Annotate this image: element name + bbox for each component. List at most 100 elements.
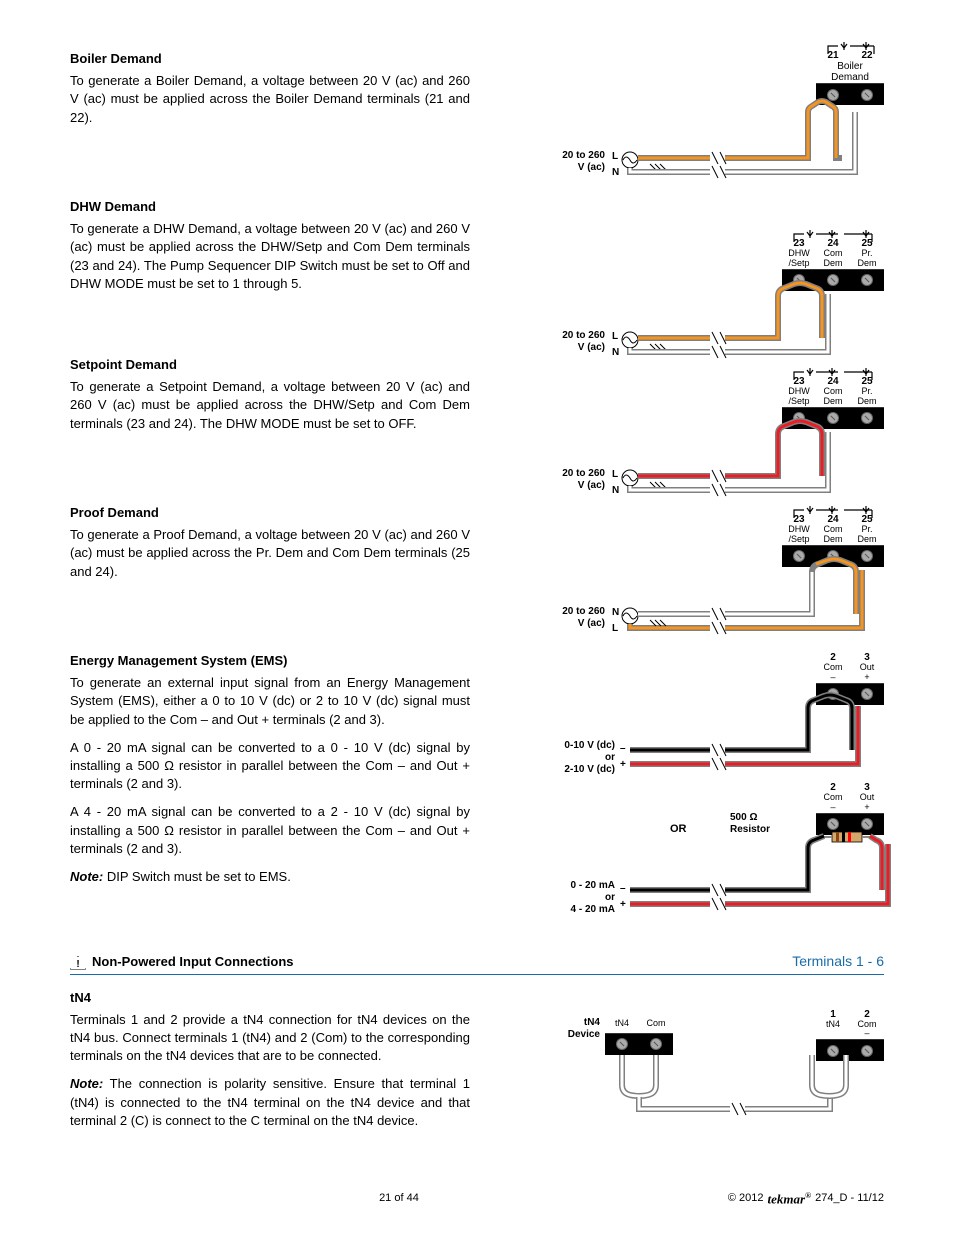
proof-diagram: 23DHW /Setp 24Com Dem 25Pr. Dem 20 to 26 bbox=[500, 504, 884, 634]
ems-diagram: 2Com – 3Out + 0-10 V (dc) or 2-10 V (dc)… bbox=[500, 652, 884, 922]
boiler-diagram: 21 22 Boiler Demand 20 to 260 bbox=[500, 50, 884, 180]
note-label: Note: bbox=[70, 869, 103, 884]
ems-wires-1 bbox=[590, 702, 880, 772]
screw-icon bbox=[793, 550, 805, 562]
screw-icon bbox=[861, 818, 873, 830]
term-num: 1 bbox=[816, 1009, 850, 1020]
footer-right: © 2012 tekmar® 274_D - 11/12 bbox=[728, 1190, 884, 1209]
note-text: The connection is polarity sensitive. En… bbox=[70, 1076, 470, 1127]
voltage-label: 20 to 260 V (ac) bbox=[535, 150, 605, 174]
minus: – bbox=[620, 742, 626, 756]
proof-body: To generate a Proof Demand, a voltage be… bbox=[70, 526, 470, 581]
warning-icon: ! bbox=[70, 956, 86, 970]
tn4-body: Terminals 1 and 2 provide a tN4 connecti… bbox=[70, 1011, 470, 1066]
term-lbl: tN4 bbox=[605, 1019, 639, 1029]
copyright: © 2012 bbox=[728, 1191, 764, 1206]
ems-row: Energy Management System (EMS) To genera… bbox=[70, 652, 884, 922]
N-label: N bbox=[612, 484, 619, 498]
ems-p3: A 4 - 20 mA signal can be converted to a… bbox=[70, 803, 470, 858]
screw-icon bbox=[827, 818, 839, 830]
page-number: 21 of 44 bbox=[379, 1191, 419, 1206]
voltage-label: 20 to 260 V (ac) bbox=[535, 606, 605, 630]
ems-ma-label: 0 - 20 mA or 4 - 20 mA bbox=[535, 880, 615, 916]
ems-heading: Energy Management System (EMS) bbox=[70, 652, 470, 670]
boiler-wires bbox=[560, 110, 860, 180]
boiler-demand-row: Boiler Demand To generate a Boiler Deman… bbox=[70, 50, 884, 180]
setpoint-wires bbox=[560, 428, 880, 498]
term-lbl: DHW /Setp bbox=[782, 525, 816, 545]
ems-terminals-2: 2Com – 3Out + bbox=[816, 782, 884, 835]
tn4-wires bbox=[600, 1055, 890, 1125]
tn4-heading: tN4 bbox=[70, 989, 470, 1007]
setpoint-heading: Setpoint Demand bbox=[70, 356, 470, 374]
dhw-text: DHW Demand To generate a DHW Demand, a v… bbox=[70, 198, 470, 338]
note-text: DIP Switch must be set to EMS. bbox=[103, 869, 291, 884]
screw-icon bbox=[616, 1038, 628, 1050]
brand-logo: tekmar® bbox=[768, 1190, 812, 1209]
ems-note: Note: DIP Switch must be set to EMS. bbox=[70, 868, 470, 886]
N-label: N bbox=[612, 606, 619, 620]
ems-p1: To generate an external input signal fro… bbox=[70, 674, 470, 729]
screw-icon bbox=[827, 274, 839, 286]
voltage-label: 20 to 260 V (ac) bbox=[535, 330, 605, 354]
proof-row: Proof Demand To generate a Proof Demand,… bbox=[70, 504, 884, 634]
L-label: L bbox=[612, 622, 618, 636]
setpoint-text: Setpoint Demand To generate a Setpoint D… bbox=[70, 356, 470, 486]
setpoint-row: Setpoint Demand To generate a Setpoint D… bbox=[70, 356, 884, 486]
boiler-text: Boiler Demand To generate a Boiler Deman… bbox=[70, 50, 470, 180]
boiler-terminals: 21 22 Boiler Demand bbox=[816, 50, 884, 105]
screw-icon bbox=[861, 274, 873, 286]
term-lbl: Pr. Dem bbox=[850, 387, 884, 407]
screw-icon bbox=[650, 1038, 662, 1050]
L-label: L bbox=[612, 150, 618, 164]
term-lbl: Com – bbox=[816, 663, 850, 683]
plus: + bbox=[620, 758, 626, 772]
term-lbl: Com Dem bbox=[816, 525, 850, 545]
screw-icon bbox=[861, 89, 873, 101]
boiler-body: To generate a Boiler Demand, a voltage b… bbox=[70, 72, 470, 127]
screw-icon bbox=[827, 412, 839, 424]
tn4-text: tN4 Terminals 1 and 2 provide a tN4 conn… bbox=[70, 989, 470, 1140]
term-lbl: Com bbox=[639, 1019, 673, 1029]
ems-wires-2 bbox=[590, 832, 880, 912]
screw-icon bbox=[861, 688, 873, 700]
proof-wires bbox=[560, 566, 890, 636]
voltage-label: 20 to 260 V (ac) bbox=[535, 468, 605, 492]
tn4-device-label: tN4 Device bbox=[560, 1017, 600, 1041]
tn4-note: Note: The connection is polarity sensiti… bbox=[70, 1075, 470, 1130]
tn4-right-terminals: 1tN4 2Com – bbox=[816, 1009, 884, 1062]
proof-text: Proof Demand To generate a Proof Demand,… bbox=[70, 504, 470, 634]
section-header: ! Non-Powered Input Connections Terminal… bbox=[70, 952, 884, 975]
note-label: Note: bbox=[70, 1076, 103, 1091]
tn4-row: tN4 Terminals 1 and 2 provide a tN4 conn… bbox=[70, 989, 884, 1140]
proof-heading: Proof Demand bbox=[70, 504, 470, 522]
term-lbl: Com – bbox=[850, 1020, 884, 1040]
term-lbl: Pr. Dem bbox=[850, 249, 884, 269]
term-lbl: Com Dem bbox=[816, 387, 850, 407]
term-lbl: DHW /Setp bbox=[782, 387, 816, 407]
boiler-heading: Boiler Demand bbox=[70, 50, 470, 68]
ems-text: Energy Management System (EMS) To genera… bbox=[70, 652, 470, 922]
term-lbl: Out + bbox=[850, 793, 884, 813]
dhw-body: To generate a DHW Demand, a voltage betw… bbox=[70, 220, 470, 293]
doc-id: 274_D - 11/12 bbox=[815, 1191, 884, 1206]
dhw-wires bbox=[560, 290, 880, 360]
term-num: 2 bbox=[850, 1009, 884, 1020]
plus: + bbox=[620, 898, 626, 912]
dhw-diagram: 23DHW /Setp 24Com Dem 25Pr. Dem 20 to 26… bbox=[500, 198, 884, 338]
dhw-row: DHW Demand To generate a DHW Demand, a v… bbox=[70, 198, 884, 338]
page-footer: 21 of 44 © 2012 tekmar® 274_D - 11/12 bbox=[70, 1190, 884, 1209]
N-label: N bbox=[612, 166, 619, 180]
term-lbl: Com Dem bbox=[816, 249, 850, 269]
ems-p2: A 0 - 20 mA signal can be converted to a… bbox=[70, 739, 470, 794]
screw-icon bbox=[827, 89, 839, 101]
minus: – bbox=[620, 882, 626, 896]
term-lbl: tN4 bbox=[816, 1020, 850, 1030]
setpoint-diagram: 23DHW /Setp 24Com Dem 25Pr. Dem 20 to 26… bbox=[500, 356, 884, 486]
term-lbl: Pr. Dem bbox=[850, 525, 884, 545]
tn4-left-terminals: tN4 Com bbox=[605, 1009, 673, 1055]
term-lbl: Com – bbox=[816, 793, 850, 813]
setpoint-body: To generate a Setpoint Demand, a voltage… bbox=[70, 378, 470, 433]
L-label: L bbox=[612, 330, 618, 344]
tn4-diagram: tN4 Device tN4 Com 1tN4 2Com – bbox=[500, 989, 884, 1119]
